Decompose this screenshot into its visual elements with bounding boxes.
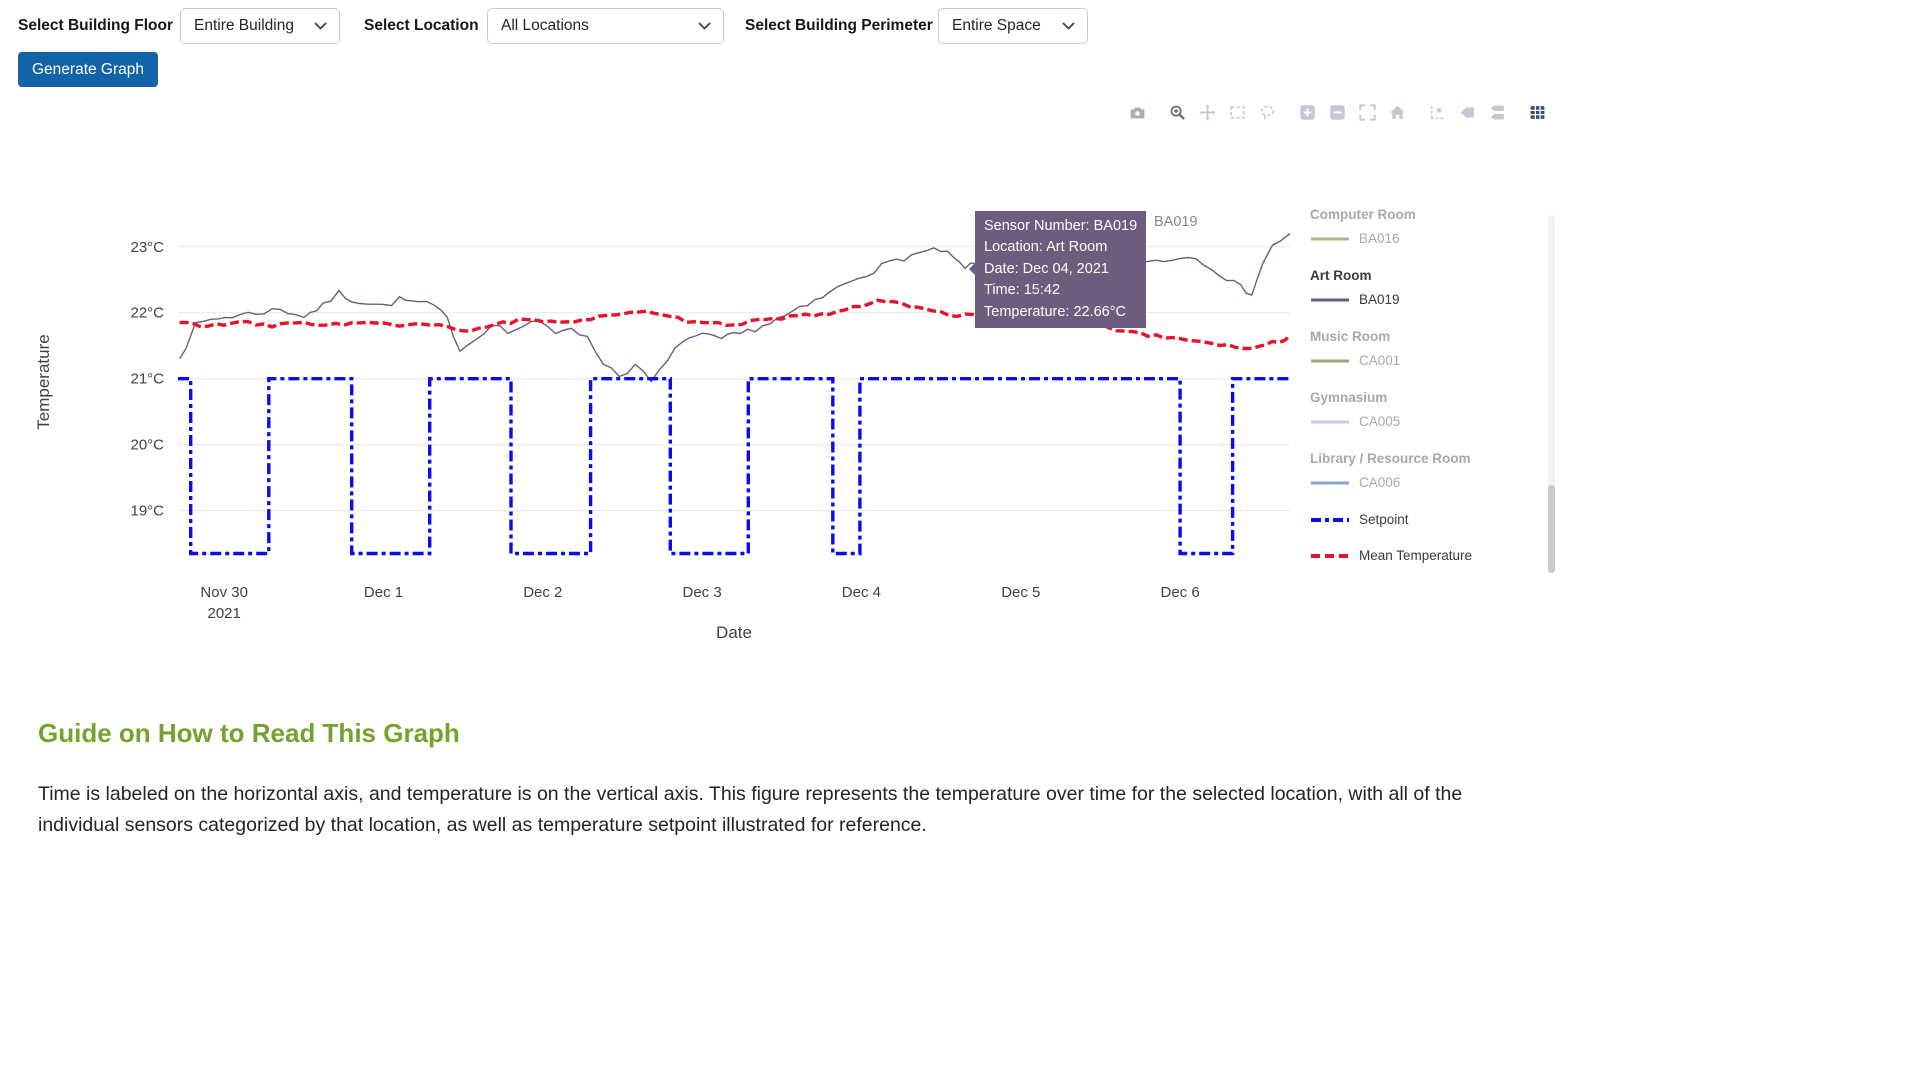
legend-item-ba016[interactable]: BA016 — [1310, 231, 1552, 246]
legend-item-label: Setpoint — [1359, 512, 1409, 527]
legend-item-ca005[interactable]: CA005 — [1310, 414, 1552, 429]
zoom-icon[interactable] — [1162, 101, 1192, 123]
legend-group-title[interactable]: Music Room — [1310, 329, 1391, 344]
building-perimeter-value: Entire Space — [952, 17, 1041, 34]
x-tick-sublabel: 2021 — [208, 605, 241, 622]
modebar-group — [1122, 101, 1152, 123]
legend-swatch — [1311, 298, 1349, 301]
zoom-in-icon[interactable] — [1292, 101, 1322, 123]
legend-scrollbar-thumb[interactable] — [1548, 485, 1555, 573]
modebar-group — [1162, 101, 1282, 123]
modebar-group — [1422, 101, 1512, 123]
tooltip-sensor-line: Sensor Number: BA019 — [984, 217, 1138, 234]
pan-icon[interactable] — [1192, 101, 1222, 123]
lasso-icon[interactable] — [1252, 101, 1282, 123]
legend-group-art-room: Art Room BA019 — [1310, 268, 1552, 307]
location-select[interactable]: All Locations — [487, 8, 724, 44]
tooltip-time-line: Time: 15:42 — [984, 282, 1061, 299]
building-perimeter-label: Select Building Perimeter — [745, 17, 933, 34]
legend-swatch — [1311, 517, 1349, 522]
modebar-group — [1292, 101, 1412, 123]
box-select-icon[interactable] — [1222, 101, 1252, 123]
x-tick-label: Dec 5 — [1001, 584, 1040, 601]
y-axis-title: Temperature — [34, 334, 53, 430]
chevron-down-icon — [314, 22, 327, 30]
location-label: Select Location — [364, 17, 479, 34]
legend-group-title[interactable]: Library / Resource Room — [1310, 451, 1471, 466]
generate-graph-button[interactable]: Generate Graph — [18, 52, 159, 87]
x-tick-label: Dec 4 — [842, 584, 881, 601]
autoscale-icon[interactable] — [1352, 101, 1382, 123]
legend-group-title[interactable]: Art Room — [1310, 268, 1372, 283]
building-floor-label: Select Building Floor — [18, 17, 174, 34]
plot-area[interactable]: 19°C 20°C 21°C 22°C 23°C Nov 30 2021 Dec 1 Dec 2… — [0, 95, 1560, 655]
legend-group-computer-room: Computer Room BA016 — [1310, 207, 1552, 246]
x-tick-label: Dec 6 — [1161, 584, 1200, 601]
camera-icon[interactable] — [1122, 101, 1152, 123]
modebar-group — [1522, 101, 1552, 123]
legend-scrollbar-track — [1548, 215, 1555, 573]
legend-item-label: Mean Temperature — [1359, 548, 1473, 563]
hover-compare-icon[interactable] — [1482, 101, 1512, 123]
series-setpoint — [178, 377, 1290, 556]
hover-trace-label: BA019 — [1154, 213, 1198, 230]
zoom-out-icon[interactable] — [1322, 101, 1352, 123]
legend-group-title[interactable]: Gymnasium — [1310, 390, 1388, 405]
legend-item-mean-temperature[interactable]: Mean Temperature — [1310, 548, 1552, 563]
legend-item-label: CA005 — [1359, 414, 1401, 429]
legend-item-ca006[interactable]: CA006 — [1310, 475, 1552, 490]
legend-swatch — [1311, 553, 1349, 558]
hover-tooltip: Sensor Number: BA019 Location: Art Room … — [975, 210, 1147, 328]
y-tick-label: 22°C — [130, 305, 164, 322]
x-tick-label: Nov 30 — [200, 584, 248, 601]
series-mean-temperature — [179, 298, 1292, 351]
y-tick-label: 23°C — [130, 239, 164, 256]
chart-legend: Computer Room BA016 Art Room BA019 Music Roo… — [1310, 207, 1552, 563]
building-perimeter-select[interactable]: Entire Space — [938, 8, 1088, 44]
y-tick-label: 20°C — [130, 437, 164, 454]
guide-title: Guide on How to Read This Graph — [38, 718, 460, 748]
plotly-logo-icon[interactable] — [1522, 101, 1552, 123]
legend-group-title[interactable]: Computer Room — [1310, 207, 1416, 222]
legend-item-label: CA006 — [1359, 475, 1401, 490]
tooltip-location-line: Location: Art Room — [984, 239, 1108, 256]
legend-item-ba019[interactable]: BA019 — [1310, 292, 1552, 307]
reset-home-icon[interactable] — [1382, 101, 1412, 123]
building-floor-select[interactable]: Entire Building — [180, 8, 340, 44]
y-tick-label: 21°C — [130, 371, 164, 388]
hover-closest-icon[interactable] — [1452, 101, 1482, 123]
building-floor-value: Entire Building — [194, 17, 294, 34]
legend-item-label: CA001 — [1359, 353, 1401, 368]
location-value: All Locations — [501, 17, 589, 34]
legend-swatch — [1311, 359, 1349, 362]
y-tick-label: 19°C — [130, 503, 164, 520]
guide-section: Guide on How to Read This Graph Time is … — [38, 718, 1548, 840]
chevron-down-icon — [698, 22, 711, 30]
legend-swatch — [1311, 420, 1349, 423]
x-tick-label: Dec 1 — [364, 584, 403, 601]
legend-item-setpoint[interactable]: Setpoint — [1310, 512, 1552, 527]
chevron-down-icon — [1062, 22, 1075, 30]
temperature-chart: 19°C 20°C 21°C 22°C 23°C Nov 30 2021 Dec 1 Dec 2… — [0, 95, 1560, 695]
legend-item-label: BA019 — [1359, 292, 1400, 307]
tooltip-temperature-line: Temperature: 22.66°C — [984, 303, 1127, 320]
x-tick-label: Dec 2 — [523, 584, 562, 601]
guide-body: Time is labeled on the horizontal axis, … — [38, 783, 1463, 836]
legend-group-music-room: Music Room CA001 — [1310, 329, 1552, 368]
spikelines-icon[interactable] — [1422, 101, 1452, 123]
legend-group-library-resource-room: Library / Resource Room CA006 — [1310, 451, 1552, 490]
legend-item-ca001[interactable]: CA001 — [1310, 353, 1552, 368]
x-tick-label: Dec 3 — [683, 584, 722, 601]
legend-group-gymnasium: Gymnasium CA005 — [1310, 390, 1552, 429]
legend-swatch — [1311, 237, 1349, 240]
x-axis-title: Date — [716, 623, 752, 642]
tooltip-date-line: Date: Dec 04, 2021 — [984, 260, 1109, 277]
plotly-modebar — [1122, 101, 1552, 123]
legend-item-label: BA016 — [1359, 231, 1400, 246]
legend-swatch — [1311, 481, 1349, 484]
